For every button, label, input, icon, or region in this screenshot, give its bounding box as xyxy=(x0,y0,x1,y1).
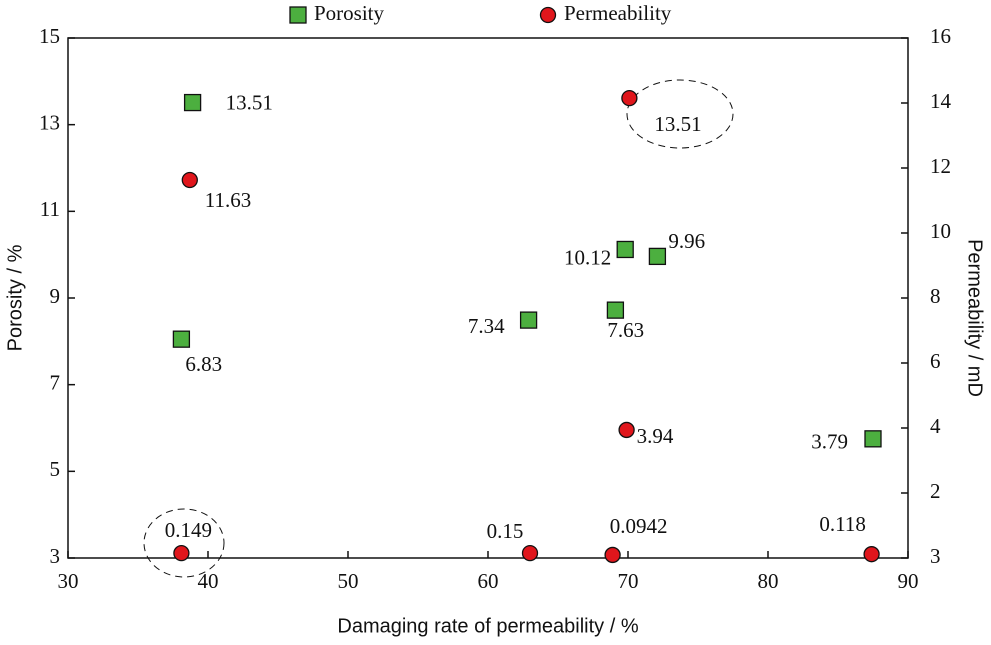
legend-label: Permeability xyxy=(564,1,672,25)
point-annotation: 0.118 xyxy=(819,512,865,536)
point xyxy=(519,311,538,329)
x-tick-label: 90 xyxy=(898,569,919,593)
point xyxy=(183,93,202,112)
x-tick-label: 40 xyxy=(198,569,219,593)
point xyxy=(648,247,667,266)
point-annotation: 10.12 xyxy=(564,245,611,269)
x-tick-label: 70 xyxy=(618,569,639,593)
y-axis-label: Porosity / % xyxy=(4,244,26,351)
y-tick-label: 9 xyxy=(50,284,61,308)
legend-label: Porosity xyxy=(314,1,385,25)
point-annotation: 0.0942 xyxy=(610,514,668,538)
point-annotation: 13.51 xyxy=(654,112,701,136)
point xyxy=(616,240,634,259)
point-annotation: 3.79 xyxy=(811,430,848,454)
y-tick-label: 5 xyxy=(50,457,61,481)
x-axis-label: Damaging rate of permeability / % xyxy=(337,615,638,637)
point xyxy=(173,545,190,562)
point xyxy=(181,171,198,189)
point-annotation: 7.63 xyxy=(607,318,644,342)
point-annotation: 6.83 xyxy=(185,352,222,376)
y-tick-label: 15 xyxy=(39,24,60,48)
highlight-ellipse xyxy=(626,79,734,149)
y-tick-label: 13 xyxy=(39,110,60,134)
point xyxy=(863,546,880,563)
y-tick-label: 7 xyxy=(50,370,61,394)
y2-tick-label: 2 xyxy=(930,479,941,503)
point-annotation: 3.94 xyxy=(637,424,674,448)
point xyxy=(618,421,635,439)
point xyxy=(604,546,621,564)
point xyxy=(621,89,638,107)
legend-marker xyxy=(289,6,307,24)
y2-tick-label: 16 xyxy=(930,24,951,48)
y2-tick-label: 14 xyxy=(930,89,952,113)
y2-tick-label: 10 xyxy=(930,219,951,243)
y2-tick-label: 6 xyxy=(930,349,941,373)
point xyxy=(521,544,539,562)
y2-tick-label: 4 xyxy=(930,414,941,438)
point-annotation: 0.15 xyxy=(487,519,524,543)
point xyxy=(864,430,882,448)
y2-tick-label: 12 xyxy=(930,154,951,178)
x-tick-label: 50 xyxy=(338,569,359,593)
highlight-ellipse xyxy=(143,508,225,578)
point-annotation: 13.51 xyxy=(226,90,273,114)
point xyxy=(606,301,625,319)
point-annotation: 7.34 xyxy=(468,314,505,338)
plot-frame xyxy=(67,37,909,559)
point-annotation: 9.96 xyxy=(668,229,705,253)
x-tick-label: 60 xyxy=(478,569,499,593)
point-annotation: 0.149 xyxy=(165,518,212,542)
point-annotation: 11.63 xyxy=(205,188,251,212)
y2-tick-label: 8 xyxy=(930,284,941,308)
y-tick-label: 3 xyxy=(50,544,61,568)
x-tick-label: 80 xyxy=(758,569,779,593)
y-tick-label: 11 xyxy=(40,197,60,221)
legend-marker xyxy=(539,6,557,24)
y2-tick-label: 3 xyxy=(930,544,941,568)
point xyxy=(172,330,191,348)
x-tick-label: 30 xyxy=(58,569,79,593)
y2-axis-label: Permeability / mD xyxy=(964,239,986,397)
